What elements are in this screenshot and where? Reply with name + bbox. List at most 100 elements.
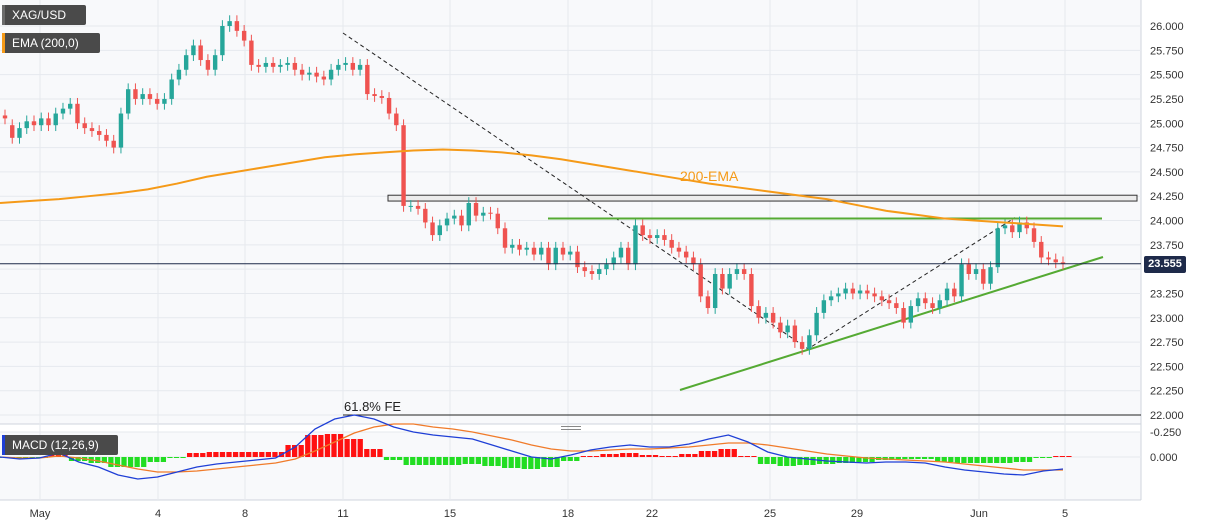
ema-annotation-label: 200-EMA bbox=[680, 168, 739, 184]
macd-histogram-bar bbox=[862, 457, 869, 462]
candle-body bbox=[365, 64, 370, 95]
y-tick-label: 26.000 bbox=[1150, 21, 1184, 33]
candle-body bbox=[524, 247, 529, 250]
candle-body bbox=[553, 247, 558, 265]
candle-body bbox=[227, 21, 232, 26]
macd-histogram-bar bbox=[941, 457, 947, 462]
x-tick-label: 5 bbox=[1062, 508, 1068, 520]
macd-histogram-bar bbox=[744, 456, 751, 457]
macd-histogram-bar bbox=[147, 457, 153, 462]
y-tick-label: 23.250 bbox=[1150, 288, 1184, 300]
y-tick-label: 23.750 bbox=[1150, 240, 1184, 252]
candle-body bbox=[973, 269, 979, 274]
candle-body bbox=[611, 257, 616, 265]
symbol-legend-text: XAG/USD bbox=[12, 8, 67, 22]
macd-histogram-bar bbox=[101, 457, 107, 463]
macd-histogram-bar bbox=[488, 457, 495, 466]
macd-histogram-bar bbox=[587, 456, 593, 457]
candle-body bbox=[46, 118, 51, 126]
macd-histogram-bar bbox=[902, 457, 908, 459]
x-tick-label: 11 bbox=[337, 508, 348, 520]
candle-body bbox=[923, 298, 928, 304]
candle-body bbox=[299, 69, 305, 75]
candle-body bbox=[249, 40, 254, 65]
candle-body bbox=[1039, 241, 1044, 258]
candle-body bbox=[589, 271, 595, 274]
candle-body bbox=[394, 113, 399, 126]
candle-body bbox=[1024, 222, 1029, 229]
candle-body bbox=[423, 208, 428, 223]
y-tick-label: 22.750 bbox=[1150, 337, 1184, 349]
candle-body bbox=[981, 269, 986, 284]
x-tick-label: 22 bbox=[646, 508, 658, 520]
candle-body bbox=[415, 205, 421, 209]
macd-histogram-bar bbox=[423, 457, 429, 465]
macd-line bbox=[0, 414, 1064, 480]
macd-histogram-bar bbox=[797, 457, 803, 465]
ema-legend: EMA (200,0) bbox=[2, 33, 100, 53]
macd-histogram-bar bbox=[383, 457, 390, 460]
macd-histogram-bar bbox=[429, 457, 436, 465]
macd-histogram-bar bbox=[337, 434, 344, 457]
candle-body bbox=[111, 140, 116, 148]
pane-resize-handle[interactable] bbox=[561, 424, 581, 431]
macd-histogram-bar bbox=[410, 457, 416, 465]
candle-body bbox=[539, 247, 544, 255]
x-tick-label: 15 bbox=[444, 508, 456, 520]
current-price-badge: 23.555 bbox=[1144, 256, 1186, 273]
candle-body bbox=[1002, 225, 1008, 229]
macd-histogram-bar bbox=[554, 457, 560, 467]
candle-body bbox=[785, 325, 790, 333]
y-tick-label: 25.000 bbox=[1150, 118, 1184, 130]
candle-body bbox=[488, 212, 493, 214]
candle-body bbox=[154, 98, 160, 104]
macd-histogram-bar bbox=[830, 457, 836, 464]
macd-histogram-bar bbox=[298, 445, 304, 457]
macd-histogram-bar bbox=[482, 457, 488, 466]
candle-body bbox=[452, 215, 457, 219]
candle-body bbox=[183, 55, 189, 70]
x-tick-label: 25 bbox=[764, 508, 776, 520]
candle-body bbox=[343, 62, 348, 65]
macd-histogram-bar bbox=[620, 453, 626, 457]
macd-histogram-bar bbox=[127, 457, 134, 467]
x-tick-label: 29 bbox=[851, 508, 863, 520]
macd-histogram-bar bbox=[652, 455, 659, 457]
candle-body bbox=[966, 264, 971, 274]
candle-body bbox=[734, 269, 740, 274]
macd-histogram-bar bbox=[606, 454, 613, 457]
resistance-zone-box bbox=[387, 194, 1138, 202]
macd-y-tick-label: -0.250 bbox=[1150, 427, 1181, 439]
candle-body bbox=[60, 108, 66, 114]
candle-body bbox=[1010, 225, 1015, 233]
candle-body bbox=[959, 264, 964, 297]
macd-histogram-bar bbox=[561, 457, 567, 461]
macd-histogram-bar bbox=[1007, 457, 1013, 463]
macd-histogram-bar bbox=[1040, 457, 1046, 458]
macd-histogram-bar bbox=[173, 457, 180, 458]
macd-histogram-bar bbox=[836, 457, 842, 463]
candle-body bbox=[328, 69, 334, 80]
macd-histogram-bar bbox=[646, 455, 652, 457]
candle-body bbox=[386, 97, 392, 114]
ema-200-line bbox=[0, 148, 1064, 228]
candle-body bbox=[495, 213, 500, 229]
macd-histogram-bar bbox=[1033, 457, 1039, 458]
macd-histogram-bar bbox=[738, 456, 744, 457]
candle-body bbox=[676, 247, 682, 252]
macd-histogram-bar bbox=[869, 457, 875, 462]
macd-histogram-bar bbox=[160, 457, 167, 462]
candle-body bbox=[234, 21, 240, 31]
macd-histogram-bar bbox=[265, 452, 272, 457]
candle-body bbox=[691, 257, 696, 265]
macd-histogram-bar bbox=[849, 457, 856, 463]
candle-body bbox=[763, 312, 769, 318]
candle-body bbox=[915, 298, 921, 307]
macd-histogram-bar bbox=[685, 454, 691, 457]
candle-body bbox=[53, 113, 58, 126]
candle-body bbox=[568, 251, 573, 255]
candle-body bbox=[437, 225, 442, 236]
macd-histogram-bar bbox=[462, 457, 468, 464]
candle-body bbox=[807, 335, 812, 349]
macd-histogram-bar bbox=[311, 435, 317, 457]
